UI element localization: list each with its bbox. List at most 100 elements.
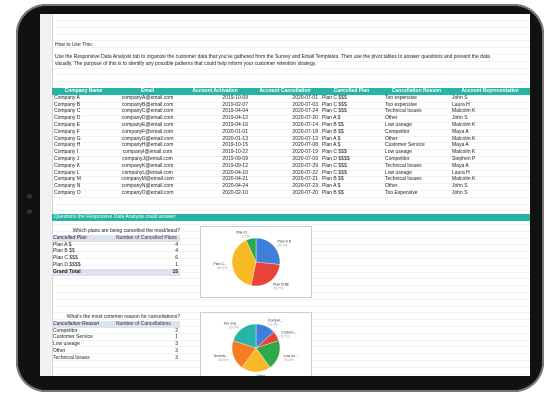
pivot-header: Number of Cancelled Plans [116,234,177,241]
spreadsheet: How to Use This: Use the Responsive Data … [40,14,530,376]
instructions-text: Use the Responsive Data Analysis tab to … [55,54,490,67]
cell: 2020-07-23 [292,183,318,190]
pivot-value: 2 [175,327,178,334]
cell: 2020-01-13 [222,135,248,142]
slice-label: Custom... [281,330,296,334]
cell: companyB@email.com [121,101,174,108]
slice-label: Plan D... [236,231,250,235]
cell: Plan D $$$$ [322,156,350,162]
cell: Company O [54,190,81,196]
pie-chart: Plan A $26.7%Plan B $$26.7%Plan C...40.0… [213,231,290,291]
cell: 2020-07-18 [292,128,318,135]
slice-label: Plan C... [213,262,227,266]
cell: 2019-10-22 [222,149,248,156]
pivot-label: Technical Issues [53,354,90,361]
cell: 2020-07-22 [292,169,318,176]
cell: companyK@email.com [121,162,174,169]
slice-percent: 40.0% [217,266,228,270]
slice-percent: 20.0% [284,358,295,362]
cell: companyD@email.com [121,115,174,122]
slice-percent: 26.7% [273,286,284,290]
cell: Low useage [385,122,412,128]
cell: 2020-04-24 [222,183,248,190]
cell: companyI@email.com [122,149,173,156]
cell: 2020-01-01 [222,128,248,135]
cell: companyL@email.com [122,169,173,176]
cell: Plan C $$$ [322,94,347,101]
pivot-label: Plan D $$$$ [53,262,81,268]
slice-label: Compet... [268,318,284,322]
cell: Plan B $$ [322,176,344,183]
pivot-header: Cancellation Reason [53,320,100,327]
cell: Low useage [385,149,412,156]
slice-label: Low us... [284,354,298,358]
pivot-total-value: 15 [172,268,178,275]
cell: John S [452,94,468,101]
pivot-label: Plan C $$$ [53,255,78,262]
cell: Company I [54,149,79,156]
cell: Competitor [385,128,410,135]
pivot-label: Low useage [53,341,80,348]
pivot-value: 3 [175,348,178,354]
cell: 2020-04-10 [222,169,248,176]
pie-chart: Compet...13.3%Custom...6.7%Low us...20.0… [213,318,298,376]
cell: 2020-02-10 [222,190,248,196]
cell: John S [452,115,468,122]
cell: 2019-02-07 [222,101,248,108]
pie-slice [245,237,257,263]
pivot-value: 4 [175,241,178,248]
sensor [27,209,32,214]
cell: Stephen P [452,156,476,162]
cell: 2020-07-19 [292,149,318,156]
column-header: Email [140,88,155,94]
cell: 2020-07-14 [292,122,318,128]
cell: companyN@email.com [121,183,174,190]
cell: Laura H [452,169,470,176]
cell: 2020-07-21 [292,176,318,183]
cell: 2020-07-03 [292,101,318,108]
cell: Too expensive [385,101,417,108]
slice-label: Plan B $$ [273,282,289,286]
cell: Plan B $$ [322,122,344,128]
cell: Plan A $ [322,142,341,149]
pivot-header-bg [52,234,180,242]
cell: companyF@email.com [121,128,174,135]
cell: Company J [54,156,80,162]
cell: companyC@email.com [121,108,174,115]
column-header: Cancelled Plan [333,88,370,94]
cell: 2019-09-12 [222,162,248,169]
column-header: Account Representative [461,88,519,94]
column-header: Account Cancellation [259,88,311,94]
cell: Company D [54,115,81,122]
pivot-label: Customer Service [53,334,93,341]
cell: Too expensive [385,94,417,101]
cell: 2020-07-08 [292,142,318,149]
cell: Malcolm K [452,176,476,183]
slice-label: Technic... [213,354,228,358]
cell: Technical Issues [385,108,422,115]
cell: companyG@email.com [121,135,174,142]
cell: Company B [54,101,81,108]
cell: Plan C $$$ [322,169,347,176]
cell: Company M [54,176,81,183]
pie-slice [232,323,257,349]
cell: Malcolm K [452,122,476,128]
chart-box: Plan A $26.7% Plan B $$ 26.7% Plan C... 40.0… [200,226,312,298]
pivot-total-bg [52,268,180,276]
chart-box: Compet... 13.3% Custom... 6.7% Low us... 20.0… [200,312,312,376]
slice-label: Other [256,374,266,376]
column-header: Account Activation [192,88,238,94]
slice-percent: 6.7% [242,235,251,239]
cell: Company G [54,135,81,142]
cell: Company L [54,169,80,176]
cell: Customer Service [385,142,425,149]
cell: Maya A [452,142,469,149]
cell: Laura H [452,101,470,108]
cell: Other [385,183,398,190]
cell: Malcolm K [452,135,476,142]
slice-percent: 6.7% [281,334,290,338]
cell: Plan C $$$ [322,149,347,156]
section-band: Questions the Responsive Data Analysis c… [52,214,530,221]
cell: Plan A $ [322,135,341,142]
cell: companyM@email.com [121,176,174,183]
